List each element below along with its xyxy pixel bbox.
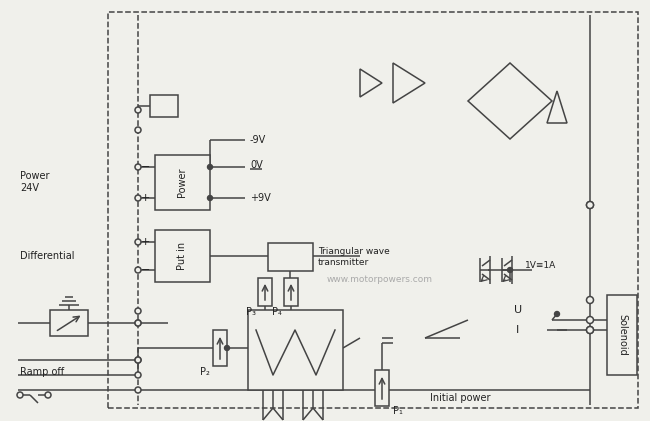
Bar (155, 230, 210, 282)
Circle shape (45, 392, 51, 398)
Circle shape (586, 317, 593, 323)
Bar (248, 310, 343, 390)
Polygon shape (468, 63, 552, 139)
Text: -9V: -9V (250, 135, 266, 145)
Text: I: I (516, 325, 519, 335)
Polygon shape (393, 63, 425, 103)
Polygon shape (547, 91, 567, 123)
Text: Put in: Put in (177, 242, 187, 270)
Circle shape (135, 372, 141, 378)
Bar (607, 295, 637, 375)
Circle shape (135, 308, 141, 314)
Circle shape (586, 296, 593, 304)
Circle shape (586, 202, 593, 208)
Text: Ramp off: Ramp off (20, 367, 64, 377)
Circle shape (135, 267, 141, 273)
Text: 0V: 0V (250, 160, 263, 170)
Circle shape (17, 392, 23, 398)
Circle shape (135, 357, 141, 363)
Text: P₄: P₄ (272, 307, 282, 317)
Circle shape (207, 195, 213, 200)
Text: 1V≡1A: 1V≡1A (525, 261, 556, 269)
Text: Initial power: Initial power (430, 393, 491, 403)
Text: +9V: +9V (250, 193, 271, 203)
Bar (284, 278, 298, 306)
Bar (108, 12, 638, 408)
Bar (150, 95, 178, 117)
Text: Triangular wave
transmitter: Triangular wave transmitter (318, 247, 390, 266)
Circle shape (135, 164, 141, 170)
Polygon shape (360, 69, 382, 97)
Circle shape (135, 320, 141, 326)
Circle shape (135, 195, 141, 201)
Text: −: − (140, 265, 150, 275)
Text: P₂: P₂ (200, 367, 210, 377)
Circle shape (586, 327, 593, 333)
Circle shape (588, 317, 593, 322)
Bar (50, 310, 88, 336)
Circle shape (135, 107, 141, 113)
Text: Power
24V: Power 24V (20, 171, 49, 193)
Text: U: U (514, 305, 522, 315)
Bar (258, 278, 272, 306)
Text: +: + (140, 193, 150, 203)
Circle shape (588, 298, 593, 303)
Circle shape (207, 165, 213, 170)
Circle shape (586, 327, 593, 333)
Circle shape (588, 328, 593, 333)
Text: Differential: Differential (20, 251, 75, 261)
Circle shape (508, 267, 512, 272)
Text: −: − (140, 162, 150, 172)
Text: www.motorpowers.com: www.motorpowers.com (327, 275, 433, 285)
Bar (268, 243, 313, 271)
Text: +: + (140, 237, 150, 247)
Text: Power: Power (177, 167, 187, 197)
Circle shape (586, 202, 593, 208)
Circle shape (135, 239, 141, 245)
Circle shape (554, 312, 560, 317)
Circle shape (135, 320, 141, 326)
Circle shape (135, 387, 141, 393)
Circle shape (224, 346, 229, 351)
Circle shape (588, 328, 593, 333)
Circle shape (135, 127, 141, 133)
Bar (213, 330, 227, 366)
Bar (155, 155, 210, 210)
Text: P₃: P₃ (246, 307, 256, 317)
Text: Solenoid: Solenoid (617, 314, 627, 356)
Circle shape (135, 357, 141, 363)
Text: P₁: P₁ (393, 406, 403, 416)
Bar (375, 370, 389, 406)
